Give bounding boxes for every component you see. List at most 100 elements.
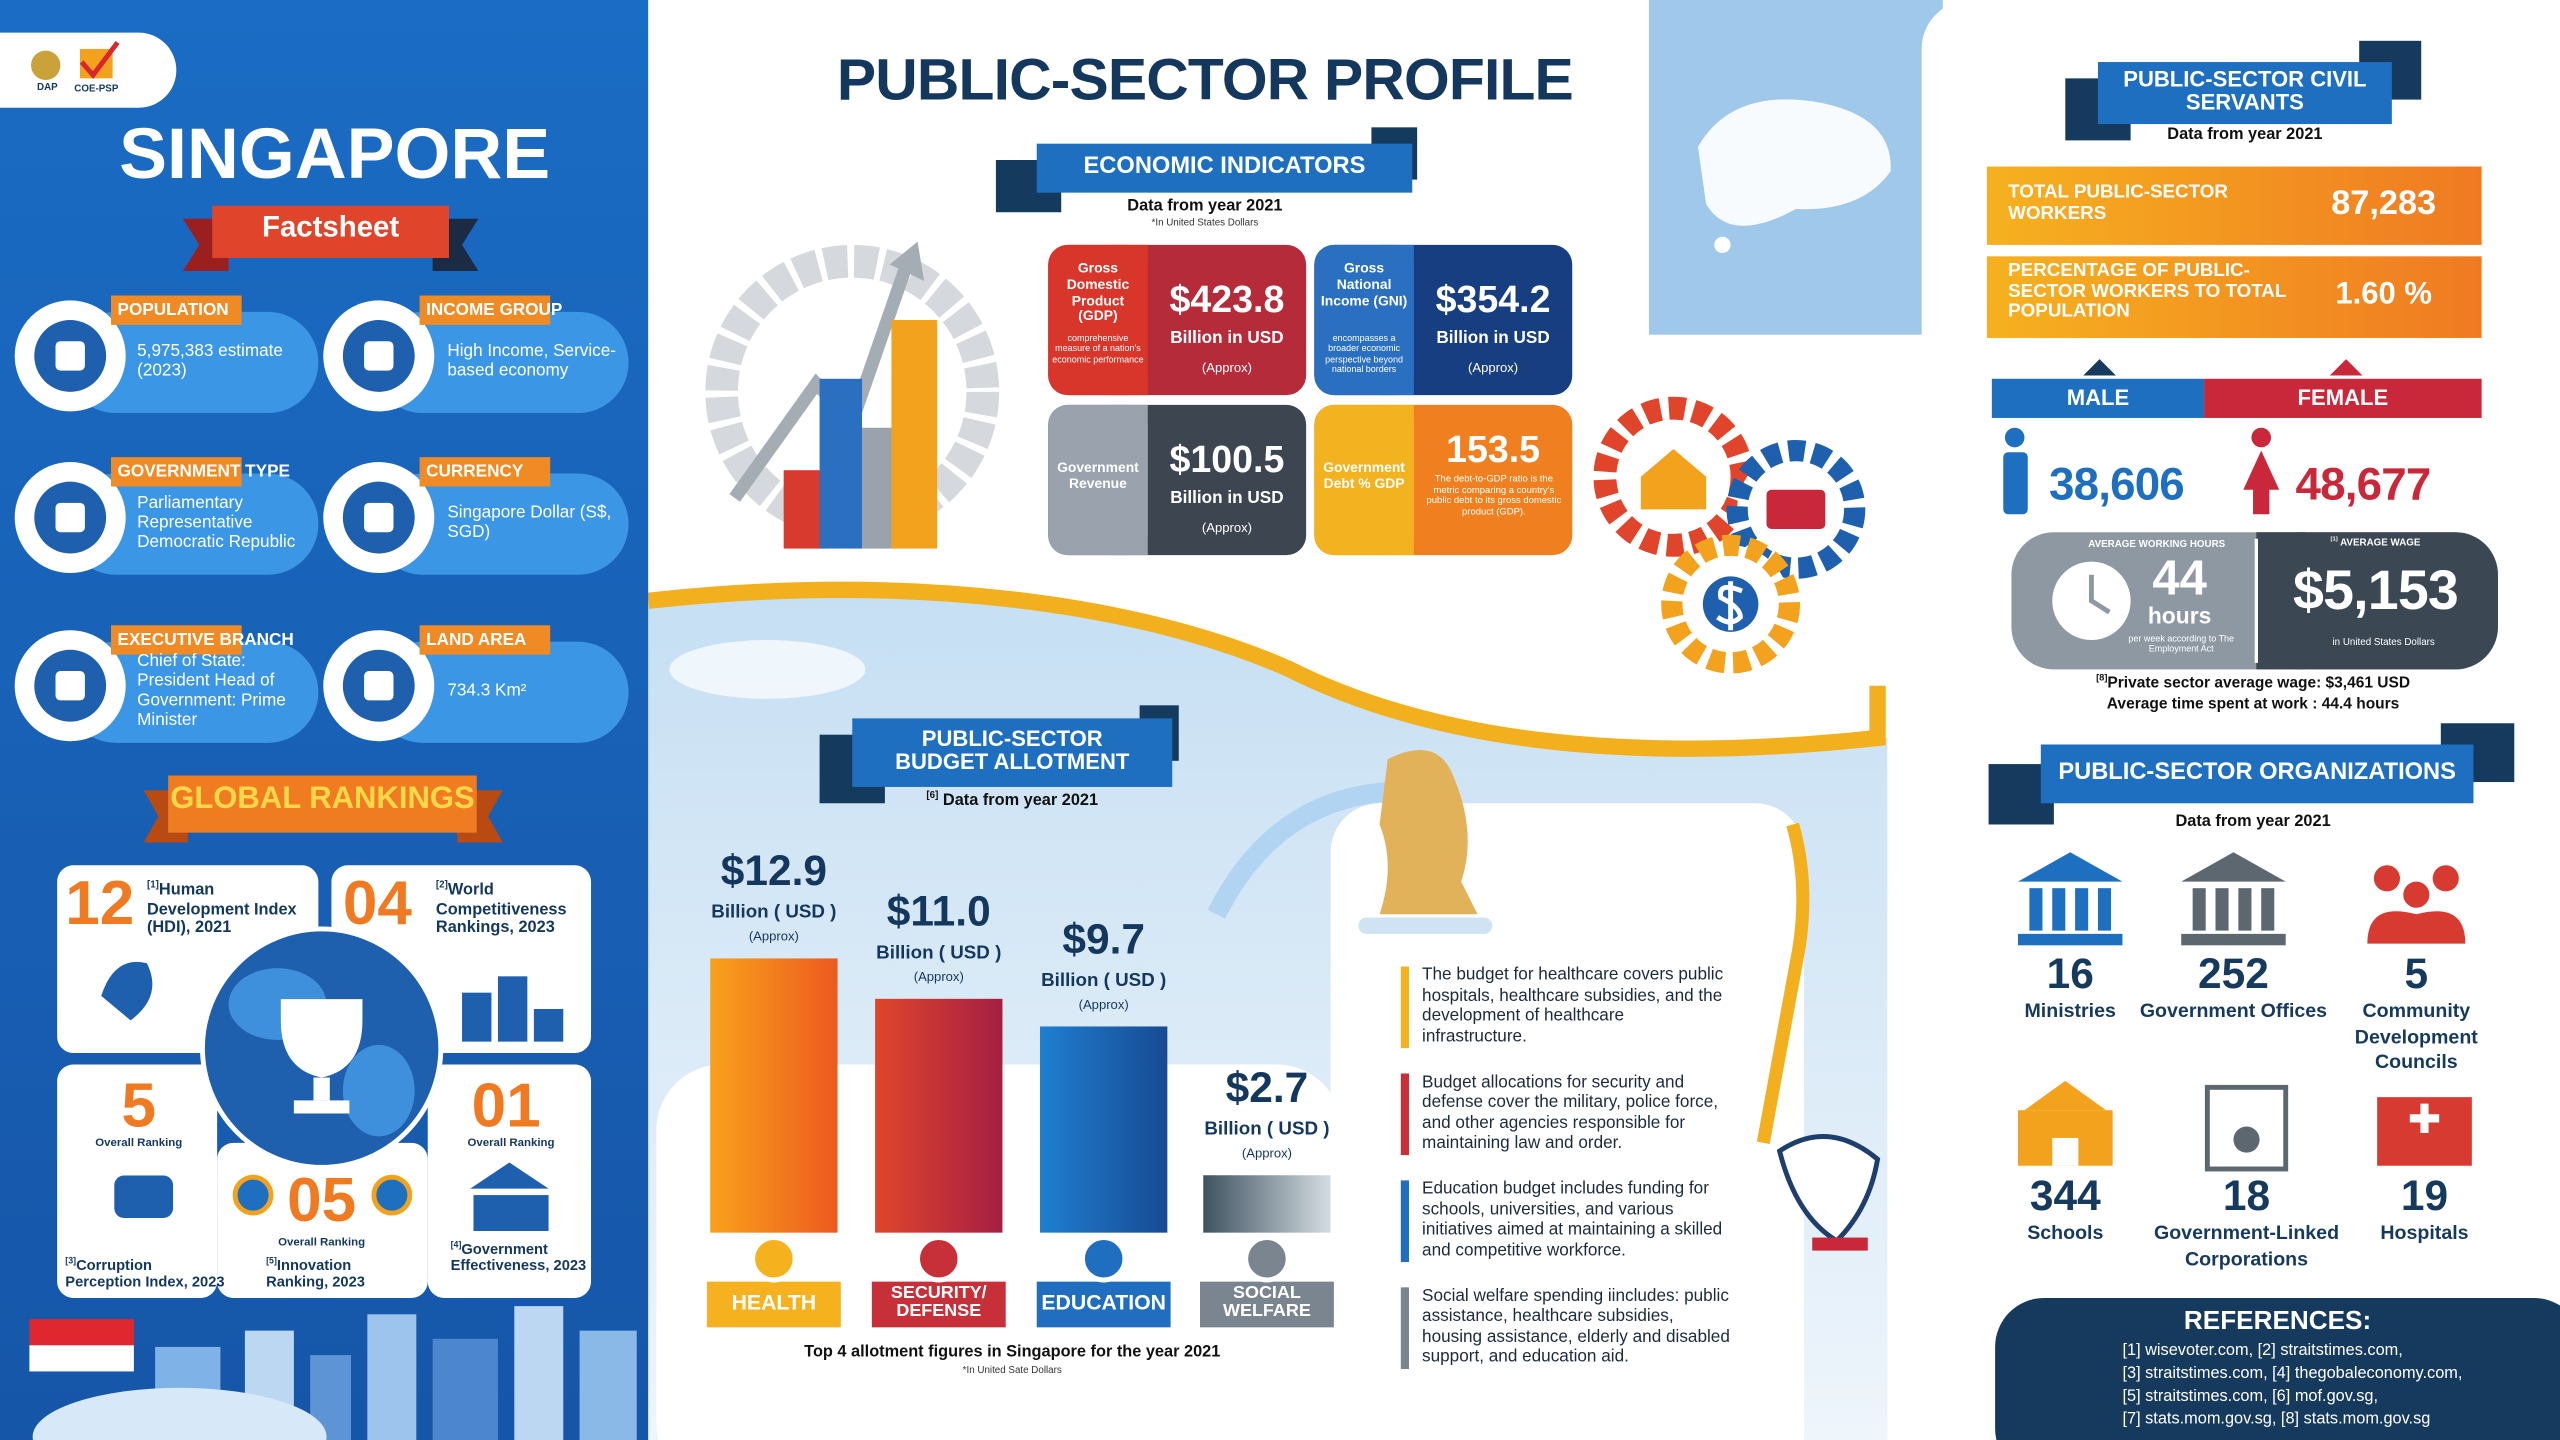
section-title: ECONOMIC INDICATORS: [1083, 153, 1366, 180]
note: [6] Data from year 2021: [849, 791, 1176, 811]
wage-note: in United States Dollars: [2332, 638, 2435, 649]
fact-card: [65, 641, 319, 743]
hours-title: AVERAGE WORKING HOURS: [2088, 540, 2226, 551]
gender-value: 48,677: [2295, 458, 2432, 510]
ranking-caption: Overall Ranking: [278, 1237, 366, 1249]
org-count: 19: [2400, 1170, 2449, 1220]
category-box: [1200, 1281, 1334, 1328]
indicator-name: Gross Domestic Product (GDP): [1066, 259, 1130, 324]
org-label: Government Offices: [2139, 999, 2328, 1023]
pointer: [2329, 359, 2363, 376]
org-label: Government-Linked Corporations: [2153, 1221, 2340, 1270]
gender-bar: [1991, 378, 2205, 418]
text: Human Development Index (HDI), 2021: [146, 881, 297, 938]
rankings-title: GLOBAL RANKINGS: [170, 782, 475, 817]
org-count: 344: [2029, 1170, 2101, 1220]
fact-value: 5,975,383 estimate (2023): [137, 341, 283, 381]
merlion: [1379, 750, 1478, 915]
gender-bar: [2204, 378, 2482, 418]
fact-icon: [364, 502, 394, 533]
indicator-card: [1113, 404, 1148, 556]
reference-mark: [1]: [146, 881, 159, 891]
indicator-desc: The debt-to-GDP ratio is the metric comp…: [1426, 475, 1562, 518]
fact-value: Chief of State: President Head of Govern…: [137, 651, 286, 730]
org-icon: [2052, 888, 2066, 931]
gender-label: MALE: [2066, 385, 2130, 410]
indicator-approx: (Approx): [1468, 360, 1519, 376]
indicator-desc: encompasses a broader economic perspecti…: [1325, 334, 1404, 376]
org-icon: [2373, 865, 2400, 892]
reference-line: [1] wisevoter.com, [2] straitstimes.com,: [2122, 1342, 2403, 1360]
org-icon: [2017, 933, 2123, 946]
category-label: HEALTH: [731, 1289, 817, 1315]
bar-value-label: $2.7: [1225, 1062, 1309, 1112]
gear-icon: [1766, 489, 1826, 529]
budget-description: Social welfare spending iincludes: publi…: [1422, 1285, 1730, 1367]
indicator-card: [1113, 244, 1148, 396]
gear-icon: [1640, 448, 1707, 510]
wage-box: [2256, 532, 2498, 670]
indicator-value: 153.5: [1446, 427, 1541, 471]
indicator-name: Gross National Income (GNI): [1320, 259, 1408, 308]
cloud: [669, 640, 866, 699]
skyline: [514, 1306, 564, 1440]
category-icon: [915, 1235, 963, 1283]
category-box: [871, 1281, 1006, 1328]
subtitle: Factsheet: [261, 210, 400, 244]
fact-label: EXECUTIVE BRANCH: [117, 630, 294, 650]
bar-approx: (Approx): [1241, 1145, 1292, 1161]
fact-card: [372, 473, 629, 575]
description-marker: [1400, 966, 1409, 1049]
category-icon: [1243, 1235, 1291, 1283]
note: Data from year 2021: [2175, 813, 2331, 832]
stat-label: TOTAL PUBLIC-SECTOR WORKERS: [2008, 182, 2228, 224]
indicator-value: $100.5: [1169, 437, 1285, 481]
illustration: [862, 427, 895, 549]
note: Data from year 2021: [1127, 197, 1283, 216]
section-title: PUBLIC-SECTOR CIVIL SERVANTS: [2123, 66, 2367, 115]
fact-value: High Income, Service-based economy: [447, 341, 616, 381]
bar-value-label: $11.0: [886, 886, 991, 936]
references-box: [1995, 1297, 2560, 1440]
illustration: [891, 320, 938, 549]
ribbon: [2040, 744, 2474, 804]
right-panel: [1921, 0, 2560, 1440]
rank: 12: [65, 870, 135, 939]
logo-text: COE-PSP: [74, 84, 119, 95]
icon: [533, 1008, 564, 1042]
person-icon: [2251, 427, 2272, 448]
org-icon: [2367, 911, 2466, 944]
indicator-desc: comprehensive measure of a nation's econ…: [1052, 334, 1144, 366]
ribbon: [2097, 62, 2392, 125]
bar-value-label: $12.9: [720, 845, 827, 895]
wage-box: [2256, 532, 2306, 670]
ribbon: [212, 205, 449, 258]
indicator-approx: (Approx): [1201, 360, 1252, 376]
trophy: [280, 999, 363, 1078]
clock: [2088, 574, 2111, 615]
museum: [1776, 1134, 1881, 1244]
hours-note: per week according to The Employment Act: [2128, 635, 2235, 655]
fact-tag: [111, 295, 242, 325]
fact-label: CURRENCY: [426, 462, 524, 482]
fact-icon: [364, 671, 394, 701]
fact-card: [65, 311, 319, 414]
reference-mark: [2]: [435, 881, 448, 891]
text: Government Effectiveness, 2023: [450, 1240, 587, 1275]
person-icon: [2243, 450, 2280, 515]
reference-mark: [4]: [450, 1240, 462, 1251]
org-count: 5: [2404, 948, 2429, 998]
wage-title: [1] AVERAGE WAGE: [2278, 536, 2474, 550]
logo-text: DAP: [36, 83, 58, 94]
indicator-card: [1379, 404, 1414, 556]
org-icon: [2097, 888, 2112, 931]
bar-approx: (Approx): [913, 969, 964, 985]
stat-label: PERCENTAGE OF PUBLIC-SECTOR WORKERS TO T…: [2008, 261, 2286, 323]
bar: [1040, 1026, 1168, 1233]
person-icon: [2003, 452, 2028, 515]
ribbon: [1036, 143, 1413, 193]
indicator-value: $423.8: [1169, 277, 1285, 320]
title: SINGAPORE: [119, 114, 551, 195]
reference-mark: [5]: [266, 1257, 277, 1267]
